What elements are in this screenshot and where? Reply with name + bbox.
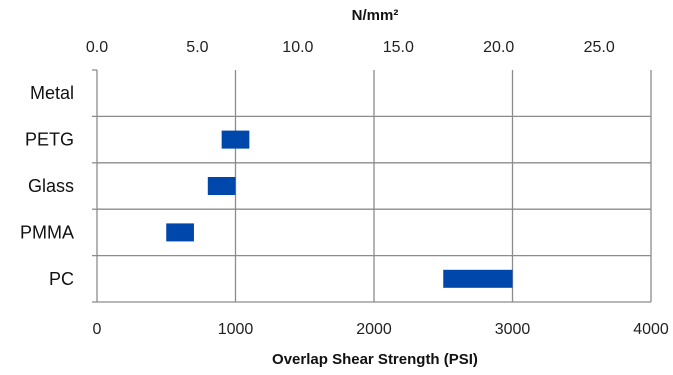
secondary-x-axis-title: N/mm² [352,7,399,24]
category-label: Metal [30,83,74,103]
range-bar-petg [221,130,250,149]
x-tick-label: 3000 [495,321,531,338]
x-axis-title: Overlap Shear Strength (PSI) [272,351,478,368]
category-label: Glass [28,176,74,196]
category-label: PMMA [20,222,74,242]
x-tick-label: 2000 [356,321,392,338]
range-bar-pmma [166,223,194,242]
x-tick-label: 0 [93,321,102,338]
range-bar-pc [443,269,513,288]
secondary-x-tick-label: 15.0 [383,39,414,56]
secondary-x-tick-label: 10.0 [282,39,313,56]
category-label: PC [49,269,74,289]
secondary-x-tick-label: 0.0 [86,39,108,56]
grid-layer [92,69,652,303]
x-tick-label: 1000 [218,321,254,338]
secondary-x-tick-label: 20.0 [483,39,514,56]
secondary-x-tick-label: 25.0 [584,39,615,56]
range-bar-glass [207,177,236,195]
bars-layer [166,130,513,288]
secondary-x-tick-label: 5.0 [186,39,208,56]
x-tick-label: 4000 [633,321,669,338]
category-label: PETG [25,130,74,150]
labels-layer: 0 1000 2000 3000 4000 0.0 5.0 10.0 15.0 20.0 25.0 M… [20,39,669,338]
